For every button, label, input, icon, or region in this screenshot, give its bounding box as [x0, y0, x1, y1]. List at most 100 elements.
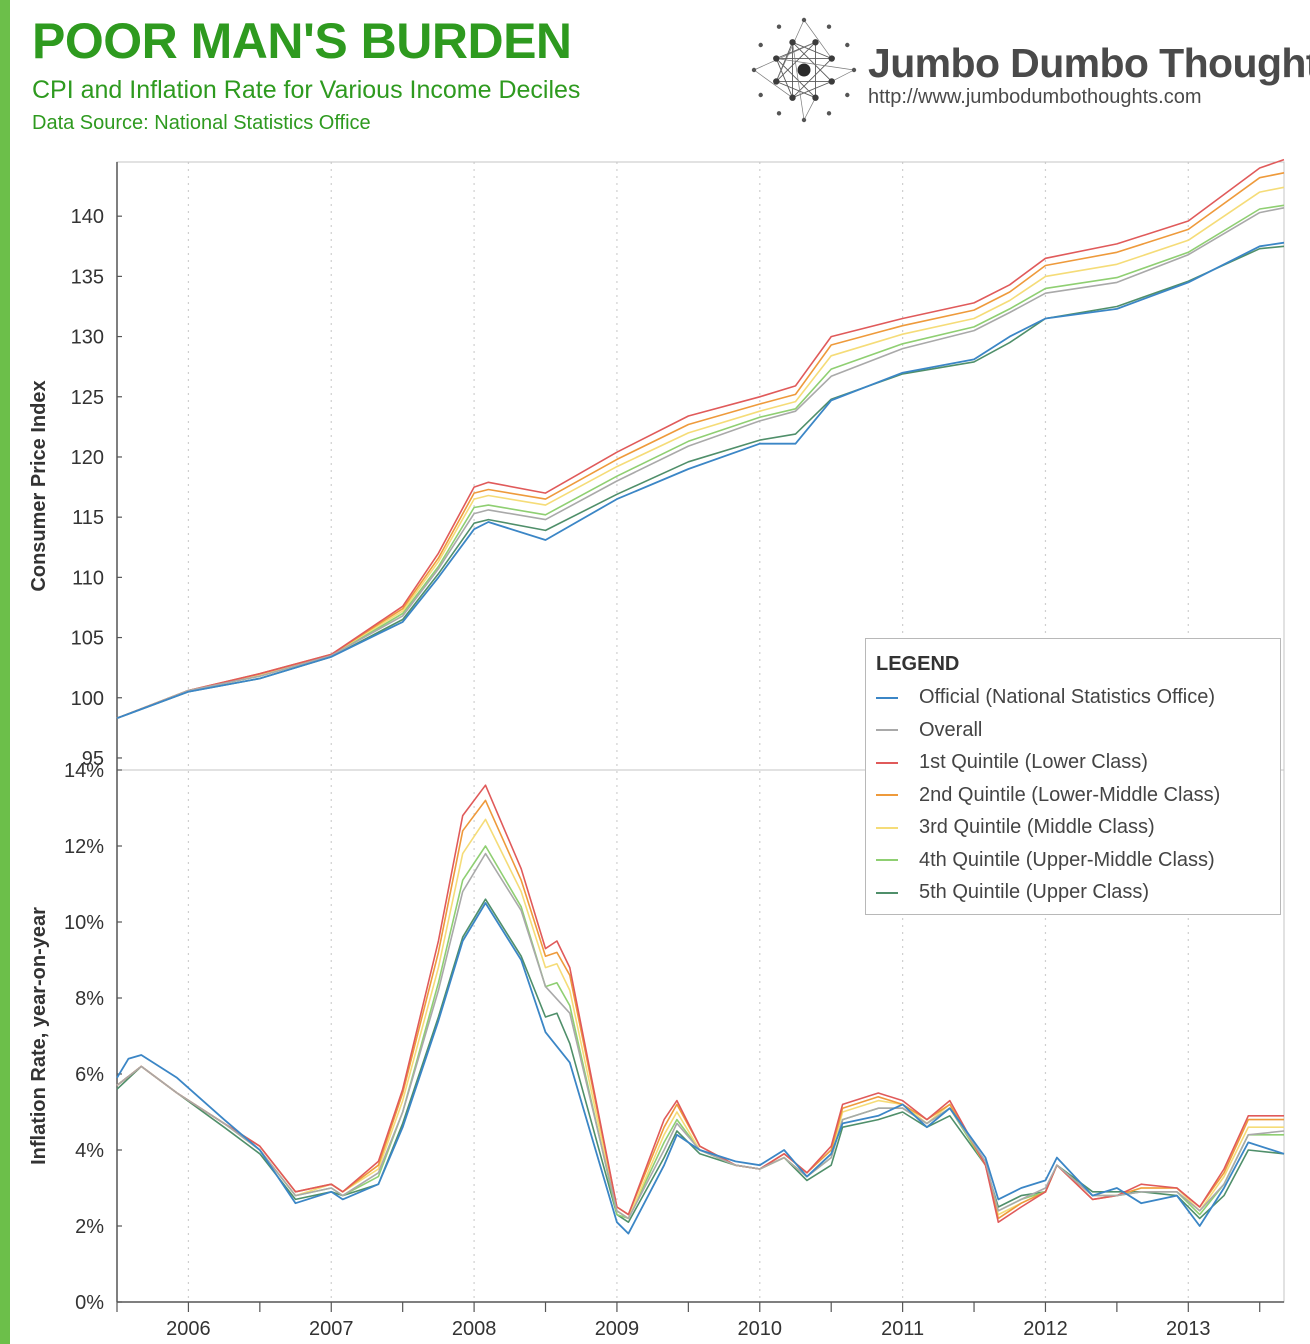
logo-node: [851, 67, 857, 73]
series-layer: [116, 158, 1285, 1235]
legend-label: Overall: [919, 718, 983, 741]
cpi-ytick-label: 105: [71, 628, 104, 650]
legend-swatch-official: [876, 696, 898, 699]
cpi-ytick-label: 140: [71, 206, 104, 228]
chart-title: POOR MAN'S BURDEN: [32, 13, 572, 69]
legend-label: Official (National Statistics Office): [919, 686, 1216, 708]
cpi-line-q5: [116, 245, 1285, 719]
cpi-ytick-label: 115: [72, 507, 104, 529]
logo-node: [751, 67, 757, 73]
logo-node: [789, 39, 796, 46]
legend-swatch-q4: [876, 859, 898, 862]
cpi-line-q2: [116, 172, 1285, 719]
legend-item-official: Official (National Statistics Office): [876, 681, 1280, 714]
legend-label: 5th Quintile (Upper Class): [919, 881, 1150, 903]
logo-node: [758, 92, 763, 98]
logo-node: [801, 117, 807, 123]
logo-link: [792, 58, 833, 99]
legend-label: 2nd Quintile (Lower-Middle Class): [919, 783, 1221, 806]
inflation-ytick-label: 8%: [75, 988, 104, 1010]
logo-node: [812, 39, 819, 46]
logo-link: [776, 81, 816, 99]
cpi-ytick-label: 125: [71, 387, 104, 409]
chart-subtitle: CPI and Inflation Rate for Various Incom…: [32, 76, 581, 104]
inflation-line-q5: [116, 898, 1285, 1223]
brand-url: http://www.jumbodumbothoughts.com: [868, 86, 1202, 108]
logo-link: [753, 41, 816, 71]
cpi-ytick-label: 135: [71, 266, 104, 288]
xtick-label-2013: 2013: [1166, 1318, 1211, 1340]
logo-node: [826, 111, 832, 116]
inflation-line-official: [116, 902, 1285, 1235]
logo-link: [775, 58, 793, 98]
cpi-line-official: [116, 241, 1285, 720]
cpi-ytick-label: 95: [82, 748, 104, 770]
logo-link: [792, 42, 805, 121]
legend-item-q3: 3rd Quintile (Middle Class): [876, 811, 1280, 844]
legend-item-q2: 2nd Quintile (Lower-Middle Class): [876, 779, 1280, 812]
cpi-line-q3: [116, 186, 1285, 719]
logo-node: [826, 24, 832, 29]
inflation-ytick-label: 2%: [75, 1216, 104, 1238]
axes-layer: [116, 161, 1285, 1312]
cpi-ytick-label: 110: [72, 567, 104, 589]
legend-label: 4th Quintile (Upper-Middle Class): [919, 848, 1215, 871]
xtick-label-2008: 2008: [452, 1318, 497, 1340]
inflation-ytick-label: 10%: [64, 912, 104, 934]
cpi-line-q4: [116, 204, 1285, 719]
logo-link: [831, 69, 855, 82]
legend-label: 1st Quintile (Lower Class): [919, 751, 1148, 773]
legend-swatch-q3: [876, 826, 898, 829]
cpi-line-overall: [116, 207, 1285, 719]
data-source: Data Source: National Statistics Office: [32, 112, 371, 134]
inflation-ytick-label: 4%: [75, 1140, 104, 1162]
logo-center-node: [797, 63, 811, 77]
logo-node: [789, 94, 796, 101]
inflation-y-axis-title: Inflation Rate, year-on-year: [28, 907, 50, 1165]
xtick-label-2010: 2010: [738, 1318, 783, 1340]
legend-swatch-q1: [876, 761, 898, 764]
logo-link: [776, 58, 855, 71]
logo-node: [776, 24, 782, 29]
cpi-ytick-label: 130: [71, 327, 104, 349]
logo-node: [828, 78, 835, 85]
inflation-ytick-label: 14%: [64, 760, 104, 782]
left-accent-bar: [0, 0, 10, 1344]
logo-node: [773, 55, 780, 62]
legend-item-overall: Overall: [876, 714, 1280, 747]
logo-node: [776, 111, 782, 116]
legend-item-q5: 5th Quintile (Upper Class): [876, 876, 1280, 909]
legend-swatch-overall: [876, 729, 898, 732]
xtick-label-2007: 2007: [309, 1318, 354, 1340]
grid-layer: [187, 162, 1189, 1302]
logo-node: [828, 55, 835, 62]
brand-name: Jumbo Dumbo Thoughts: [868, 40, 1310, 86]
logo-link: [753, 69, 793, 99]
logo-node: [773, 78, 780, 85]
cpi-y-axis-title: Consumer Price Index: [28, 380, 50, 591]
cpi-ytick-label: 100: [71, 688, 104, 710]
logo-link: [803, 19, 833, 59]
logo-node: [812, 94, 819, 101]
brand-network-logo-icon: [751, 17, 857, 123]
legend-label: 3rd Quintile (Middle Class): [919, 816, 1155, 838]
logo-link: [792, 41, 832, 59]
label-layer: 95 100 105 110 115 120 125 130 135 140 0% 2% 4% 6% 8% 1…: [28, 206, 1211, 1340]
cpi-line-q1: [116, 158, 1285, 719]
logo-link: [803, 97, 816, 121]
legend-item-q1: 1st Quintile (Lower Class): [876, 746, 1280, 779]
inflation-ytick-label: 12%: [64, 836, 104, 858]
legend-items: Official (National Statistics Office) Ove…: [876, 681, 1280, 909]
legend-swatch-q2: [876, 794, 898, 797]
logo-link: [775, 19, 805, 82]
legend-swatch-q5: [876, 891, 898, 894]
logo-link: [792, 81, 832, 99]
legend-title: LEGEND: [876, 653, 960, 675]
legend-item-q4: 4th Quintile (Upper-Middle Class): [876, 844, 1280, 877]
logo-node: [845, 92, 850, 98]
xtick-label-2006: 2006: [166, 1318, 211, 1340]
logo-node: [801, 17, 807, 23]
logo-node: [845, 42, 850, 48]
inflation-ytick-label: 0%: [75, 1292, 104, 1314]
